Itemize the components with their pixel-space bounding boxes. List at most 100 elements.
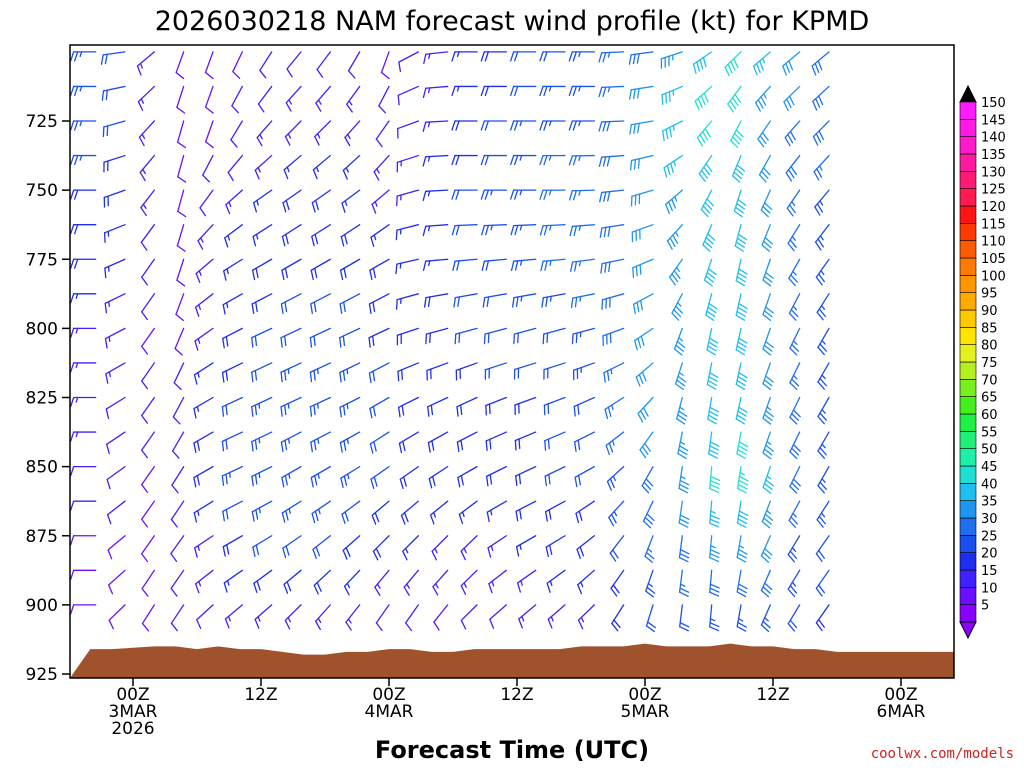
barb-feather [226, 544, 230, 555]
wind-barb [105, 362, 126, 384]
wind-barb [673, 327, 686, 356]
wind-barb [283, 569, 302, 594]
barb-half-feather [428, 53, 431, 60]
barb-feather [372, 550, 379, 561]
barb-feather [574, 476, 578, 488]
wind-barb [314, 604, 331, 631]
wind-barb [205, 120, 214, 149]
barb-feather [429, 514, 435, 525]
barb-half-feather [548, 189, 552, 196]
barb-feather [457, 476, 461, 488]
barb-half-feather [647, 582, 653, 588]
barb-feather [606, 370, 610, 381]
barb-feather [763, 344, 773, 352]
barb-feather [342, 404, 346, 416]
barb-shaft [316, 51, 331, 71]
barb-feather [640, 410, 646, 420]
barb-half-feather [766, 475, 772, 480]
barb-feather [105, 373, 109, 384]
barb-feather [225, 439, 228, 450]
colorbar-label: 110 [981, 235, 1006, 250]
barb-feather [547, 618, 553, 629]
barb-feather [221, 406, 225, 417]
barb-feather [734, 206, 744, 214]
barb-feather [818, 618, 825, 628]
barb-feather [763, 413, 773, 421]
barb-feather [765, 271, 774, 279]
barb-feather [225, 508, 229, 520]
wind-barb [788, 500, 801, 529]
wind-barb [510, 224, 537, 236]
colorbar-swatch [959, 327, 977, 345]
barb-feather [760, 209, 769, 218]
wind-barb [817, 362, 830, 390]
barb-feather [314, 233, 319, 245]
barb-half-feather [318, 508, 321, 515]
wind-barb [196, 604, 214, 630]
wind-barb [610, 569, 625, 597]
wind-barb [482, 293, 507, 308]
barb-feather [737, 487, 747, 494]
wind-barb [731, 154, 745, 183]
barb-half-feather [578, 120, 581, 127]
barb-feather [676, 379, 686, 387]
barb-half-feather [79, 120, 83, 127]
wind-barb [368, 293, 390, 314]
colorbar-label: 85 [981, 321, 998, 336]
barb-feather [600, 262, 603, 274]
barb-feather [819, 481, 827, 490]
barb-half-feather [521, 615, 525, 622]
barb-feather [606, 120, 611, 132]
barb-feather [737, 583, 748, 590]
barb-feather [570, 297, 574, 309]
wind-barb [754, 85, 771, 112]
barb-feather [676, 418, 686, 425]
colorbar-swatch [959, 136, 977, 155]
barb-feather [176, 106, 186, 114]
barb-feather [402, 550, 408, 561]
barb-half-feather [792, 374, 798, 380]
barb-half-feather [579, 295, 582, 302]
wind-barb [486, 500, 507, 523]
barb-feather [539, 85, 544, 97]
wind-barb [787, 535, 801, 563]
colorbar-label: 5 [981, 599, 989, 614]
wind-barb [599, 224, 625, 239]
barb-half-feather [141, 133, 146, 140]
wind-barb [316, 51, 331, 78]
barb-half-feather [255, 233, 259, 240]
wind-barb [485, 431, 507, 452]
barb-feather [789, 485, 798, 494]
wind-barb [453, 293, 478, 308]
barb-feather [789, 382, 798, 390]
wind-barb [628, 51, 654, 65]
barb-shaft [347, 51, 361, 72]
colorbar-bottom-arrow [959, 621, 977, 640]
barb-feather [696, 137, 704, 147]
wind-barb [570, 293, 595, 309]
barb-feather [765, 375, 774, 383]
barb-feather [812, 135, 819, 146]
barb-half-feather [820, 304, 826, 310]
barb-half-feather [678, 337, 684, 342]
barb-feather [783, 101, 789, 112]
barb-feather [70, 293, 75, 304]
wind-barb [703, 258, 717, 287]
barb-feather [141, 449, 149, 459]
barb-feather [402, 476, 407, 487]
wind-barb [397, 85, 419, 106]
barb-feather [280, 406, 283, 417]
barb-half-feather [287, 133, 292, 139]
barb-feather [316, 68, 324, 78]
barb-feather [454, 333, 457, 345]
barb-feather [456, 406, 459, 417]
barb-feather [254, 473, 258, 485]
wind-barb [70, 362, 97, 373]
barb-feather [343, 585, 350, 596]
barb-feather [724, 66, 730, 77]
barb-feather [696, 61, 700, 72]
wind-barb [429, 500, 449, 525]
barb-feather [344, 136, 351, 147]
wind-barb [630, 189, 654, 207]
barb-feather [757, 138, 765, 148]
